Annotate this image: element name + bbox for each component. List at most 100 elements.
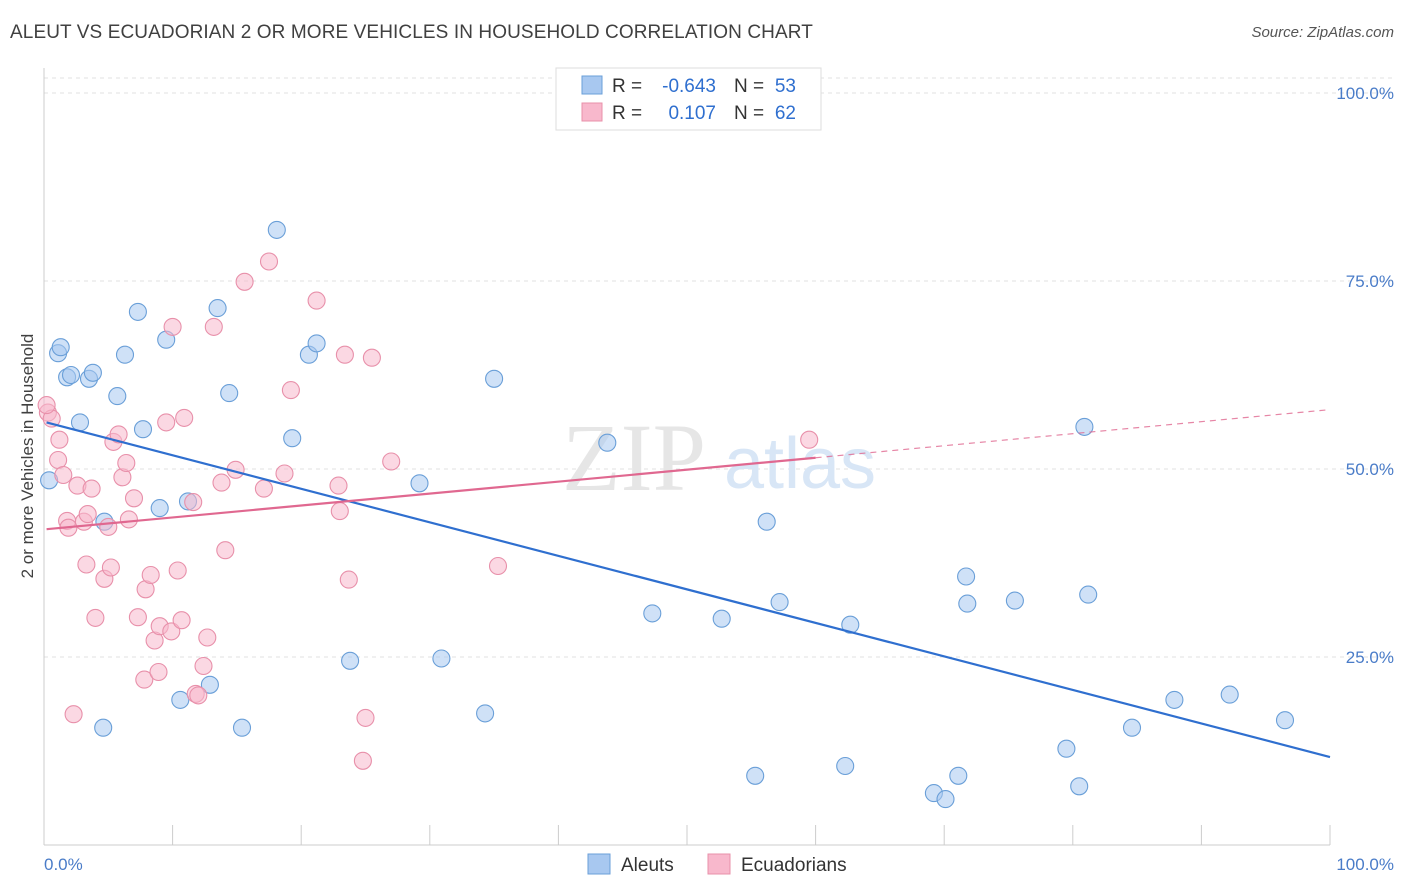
x-tick-label-right: 100.0% <box>1336 855 1394 874</box>
ecuadorian-point <box>259 252 279 271</box>
y-tick-label: 50.0% <box>1346 460 1394 479</box>
aleut-point <box>115 345 135 364</box>
ecuadorian-point <box>117 453 136 473</box>
aleut-point <box>51 338 70 357</box>
stats-r-label: R = <box>612 76 642 97</box>
ecuadorian-point <box>184 493 203 512</box>
aleut-point <box>341 651 360 670</box>
aleut-point <box>70 413 90 432</box>
ecuadorian-point <box>149 662 168 682</box>
aleut-point <box>757 512 776 531</box>
ecuadorian-point <box>488 556 508 576</box>
ecuadorian-point <box>37 396 56 415</box>
ecuadorian-trend-extension <box>815 409 1331 459</box>
aleut-point <box>485 369 504 388</box>
aleut-point <box>200 675 219 694</box>
aleut-point <box>836 756 855 776</box>
aleut-point <box>1275 711 1295 730</box>
aleut-point <box>1165 690 1184 709</box>
ecuadorian-point <box>281 381 300 400</box>
stats-r-value: -0.643 <box>662 76 716 97</box>
aleut-point <box>949 766 968 785</box>
x-tick-label-left: 0.0% <box>44 855 83 874</box>
ecuadorian-point <box>82 479 101 498</box>
ecuadorian-point <box>157 413 176 432</box>
ecuadorian-point <box>356 708 375 727</box>
stats-r-value: 0.107 <box>668 103 716 124</box>
aleut-point <box>307 334 326 353</box>
ecuadorian-point <box>216 541 235 560</box>
aleut-point <box>94 718 113 737</box>
watermark: ZIP atlas <box>562 404 876 511</box>
ecuadorian-point <box>168 561 187 580</box>
watermark-zip: ZIP <box>562 404 706 511</box>
aleut-point <box>1220 685 1239 704</box>
aleut-point <box>1070 777 1089 796</box>
aleut-point <box>267 220 286 239</box>
aleut-point <box>410 474 429 493</box>
ecuadorian-point <box>307 291 326 310</box>
axes <box>43 68 1331 846</box>
ecuadorian-point <box>254 479 273 498</box>
ecuadorian-point <box>339 570 358 589</box>
aleut-trend-line <box>46 421 1331 759</box>
aleut-point <box>283 429 302 448</box>
aleut-point <box>128 302 147 321</box>
ecuadorian-point <box>335 345 354 364</box>
ecuadorian-point <box>162 622 181 641</box>
aleut-point <box>208 299 227 318</box>
aleut-point <box>1079 585 1098 604</box>
ecuadorian-point <box>141 565 160 585</box>
aleut-point <box>83 363 102 382</box>
legend-label: Ecuadorians <box>741 855 847 876</box>
stats-n-label: N = <box>734 76 764 97</box>
chart-title: ALEUT VS ECUADORIAN 2 OR MORE VEHICLES I… <box>10 22 813 43</box>
y-tick-label: 100.0% <box>1336 84 1394 103</box>
ecuadorian-point <box>101 558 120 577</box>
stats-swatch <box>581 75 603 95</box>
ecuadorian-point <box>198 628 217 647</box>
ecuadorian-point <box>109 425 128 444</box>
ecuadorian-point <box>135 670 154 689</box>
aleut-point <box>841 615 860 634</box>
y-tick-label: 25.0% <box>1346 648 1394 667</box>
ecuadorian-point <box>189 686 208 705</box>
data-points <box>37 220 1295 809</box>
legend-swatch <box>707 853 731 875</box>
stats-swatch <box>581 102 603 122</box>
ecuadorian-point <box>78 505 97 524</box>
ecuadorian-point <box>50 430 69 449</box>
ecuadorian-point <box>175 408 194 427</box>
ecuadorian-point <box>235 272 254 291</box>
stats-n-value: 53 <box>775 76 796 97</box>
aleut-point <box>957 567 976 586</box>
aleut-point <box>1057 739 1076 758</box>
ecuadorian-point <box>800 430 819 449</box>
source-credit: Source: ZipAtlas.com <box>1251 24 1394 41</box>
aleut-point <box>171 690 190 709</box>
ecuadorian-point <box>275 464 294 483</box>
aleut-point <box>432 649 451 668</box>
ecuadorian-point <box>330 502 349 521</box>
gridlines <box>44 77 1394 658</box>
aleut-point <box>1005 591 1024 610</box>
ecuadorian-point <box>99 517 118 536</box>
aleut-point <box>108 387 127 406</box>
ecuadorian-point <box>119 510 138 529</box>
aleut-point <box>1075 417 1094 436</box>
aleut-point <box>133 420 153 439</box>
aleut-point <box>958 594 977 613</box>
ecuadorian-point <box>163 317 182 336</box>
aleut-point <box>220 384 239 403</box>
ecuadorian-point <box>124 489 144 508</box>
ecuadorian-point <box>212 473 231 492</box>
aleut-point <box>61 365 81 385</box>
y-tick-label: 75.0% <box>1346 272 1394 291</box>
ecuadorian-point <box>54 465 73 485</box>
stats-n-value: 62 <box>775 103 796 124</box>
aleut-point <box>746 766 765 785</box>
aleut-point <box>150 499 169 518</box>
ecuadorian-point <box>86 608 105 627</box>
ecuadorian-point <box>353 751 372 770</box>
